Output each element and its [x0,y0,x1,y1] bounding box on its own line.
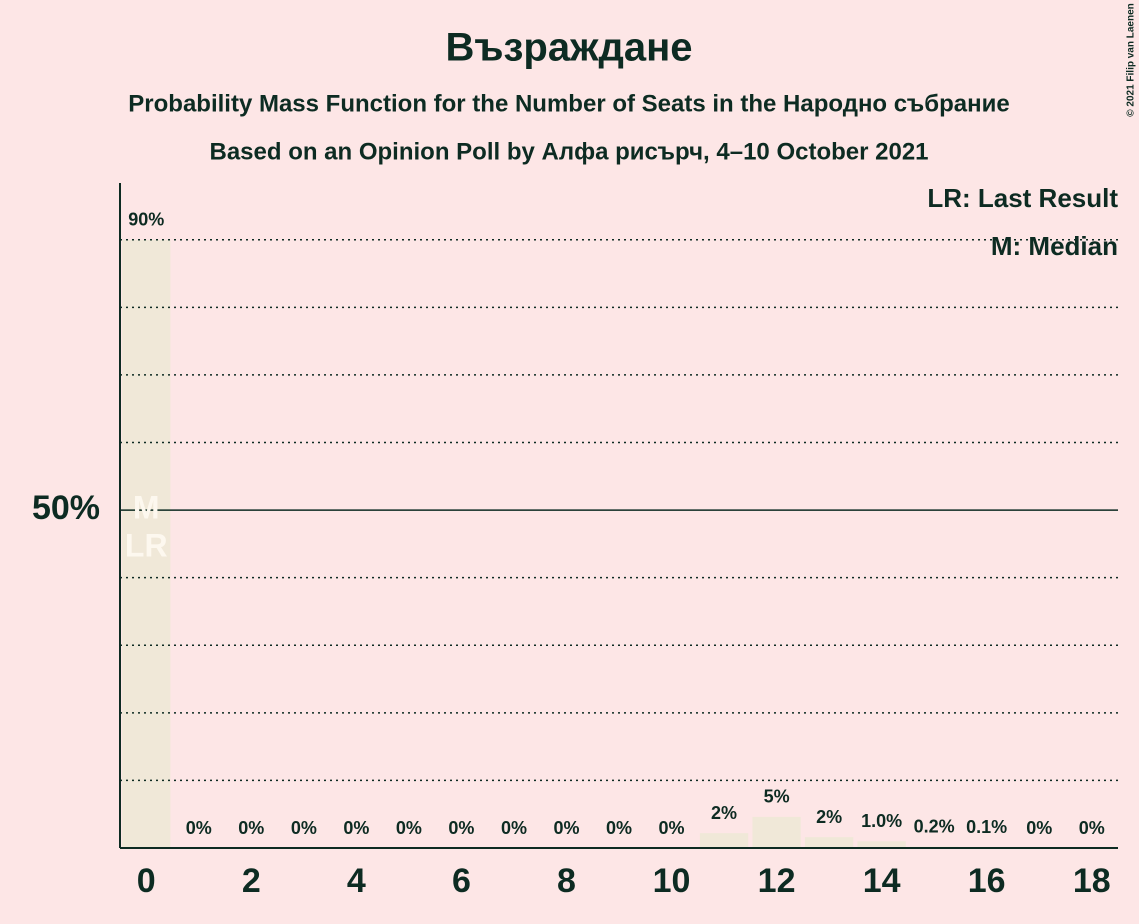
x-tick-label: 6 [452,862,471,900]
y-tick-label: 50% [32,489,100,527]
value-label: 0% [553,818,579,838]
value-label: 0.1% [966,817,1007,837]
x-tick-label: 16 [968,862,1006,900]
value-label: 0% [659,818,685,838]
value-label: 0% [1079,818,1105,838]
bar [857,841,906,848]
x-tick-label: 10 [653,862,691,900]
value-label: 2% [816,807,842,827]
legend-entry: LR: Last Result [927,183,1118,213]
x-tick-label: 2 [242,862,261,900]
bar [699,833,749,848]
bar-annotation: M [133,490,160,526]
value-label: 5% [764,787,790,807]
x-tick-label: 8 [557,862,576,900]
value-label: 0% [448,818,474,838]
value-label: 0% [291,818,317,838]
bar [804,837,854,848]
value-label: 0% [238,818,264,838]
x-tick-label: 0 [137,862,156,900]
x-tick-label: 18 [1073,862,1111,900]
legend-entry: M: Median [991,231,1118,261]
value-label: 0% [1026,818,1052,838]
chart-title: Възраждане [445,26,692,70]
value-label: 0.2% [914,816,955,836]
bar [752,816,801,848]
bar-annotation: LR [125,528,168,564]
value-label: 1.0% [861,811,902,831]
x-tick-label: 4 [347,862,366,900]
value-label: 0% [606,818,632,838]
value-label: 2% [711,803,737,823]
chart-subtitle: Probability Mass Function for the Number… [128,90,1009,117]
x-tick-label: 12 [758,862,796,900]
bar [122,239,171,848]
value-label: 90% [128,210,164,230]
value-label: 0% [186,818,212,838]
value-label: 0% [396,818,422,838]
value-label: 0% [343,818,369,838]
copyright: © 2021 Filip van Laenen [1126,3,1137,117]
value-label: 0% [501,818,527,838]
chart-subtitle: Based on an Opinion Poll by Алфа рисърч,… [209,138,928,165]
x-tick-label: 14 [863,862,901,900]
